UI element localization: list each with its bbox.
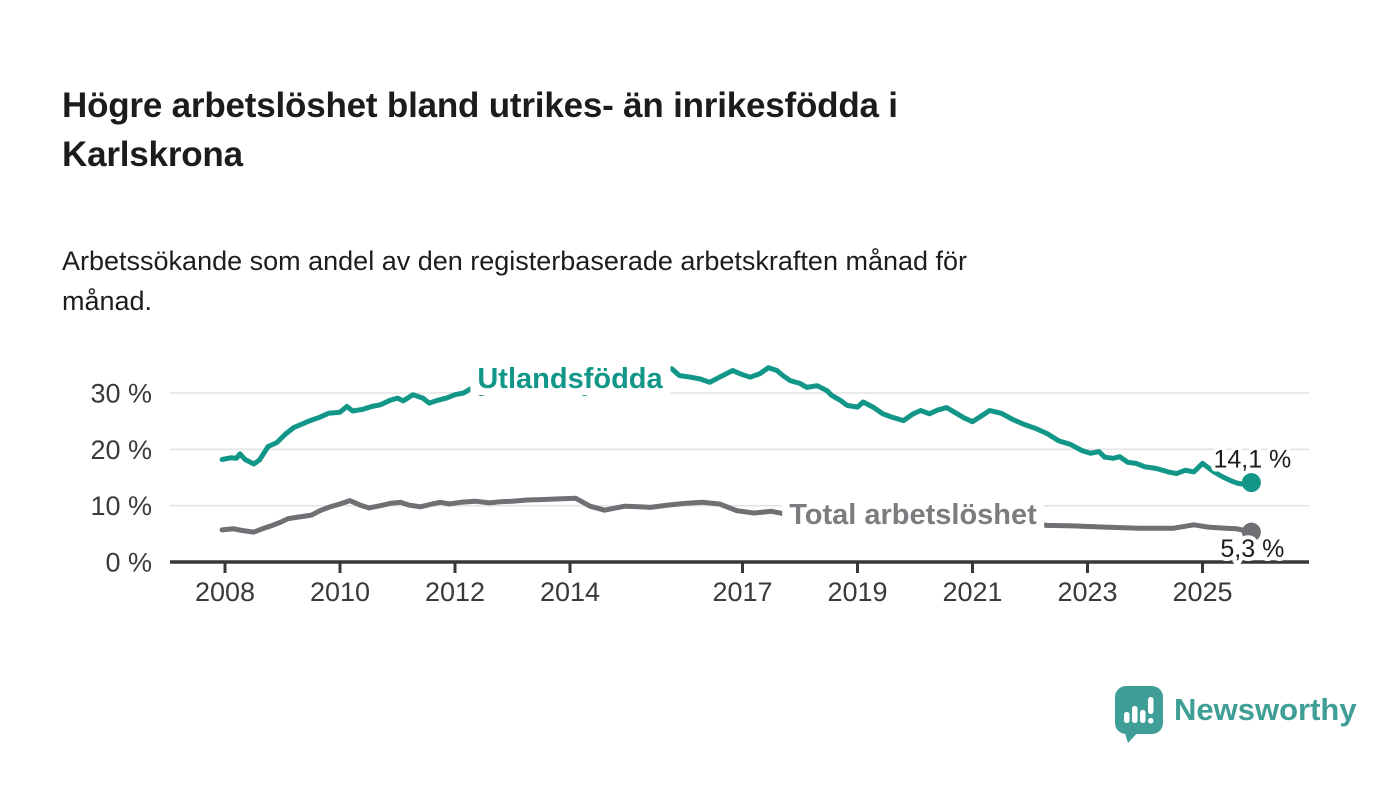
- page-title-line-2: Karlskrona: [62, 135, 243, 175]
- series-label-utlandsfodda: Utlandsfödda: [470, 361, 671, 395]
- series-label-backdrop: [782, 497, 1045, 531]
- chart-subtitle-line-1: Arbetssökande som andel av den registerb…: [62, 246, 968, 276]
- chart-subtitle-line-2: månad.: [62, 286, 153, 316]
- page-title: Högre arbetslöshet bland utrikes- än inr…: [62, 81, 1142, 179]
- x-tick-label: 2014: [540, 577, 600, 607]
- x-axis-ticks: 2008 2010 2012 2014 2017 2019 2021 2023 2025: [195, 562, 1233, 607]
- series-label-text: Utlandsfödda: [477, 363, 663, 395]
- bar-chart-speech-bubble-icon: [1115, 686, 1163, 743]
- end-dot-utlandsfodda: [1241, 473, 1261, 493]
- y-tick-label: 20 %: [90, 435, 152, 465]
- end-value-label-utlandsfodda: 14,1 %: [1213, 446, 1291, 474]
- x-tick-label: 2008: [195, 577, 255, 607]
- end-value-label-total-arbetsloshet: 5,3 %: [1220, 535, 1284, 563]
- series-label-backdrop: [470, 361, 671, 395]
- x-tick-label: 2023: [1057, 577, 1117, 607]
- brand-wordmark: Newsworthy: [1174, 692, 1357, 727]
- end-dot-total-arbetsloshet: [1241, 522, 1261, 542]
- x-tick-label: 2025: [1172, 577, 1232, 607]
- page-title-line-1: Högre arbetslöshet bland utrikes- än inr…: [62, 86, 898, 126]
- line-total-arbetsloshet: [219, 495, 1254, 535]
- chart-subtitle: Arbetssökande som andel av den registerb…: [62, 241, 1262, 321]
- series-label-text: Total arbetslöshet: [789, 499, 1037, 531]
- y-tick-label: 30 %: [90, 379, 152, 409]
- x-tick-label: 2019: [827, 577, 887, 607]
- x-tick-label: 2012: [425, 577, 485, 607]
- x-tick-label: 2017: [712, 577, 772, 607]
- line-utlandsfodda: [219, 365, 1254, 487]
- y-tick-label: 0 %: [105, 548, 152, 578]
- x-tick-label: 2010: [310, 577, 370, 607]
- series-label-total-arbetsloshet: Total arbetslöshet: [782, 497, 1045, 531]
- x-tick-label: 2021: [942, 577, 1002, 607]
- y-tick-label: 10 %: [90, 491, 152, 521]
- newsworthy-brand: Newsworthy: [1115, 686, 1357, 744]
- y-axis-tick-labels: 0 % 10 % 20 % 30 %: [90, 379, 152, 578]
